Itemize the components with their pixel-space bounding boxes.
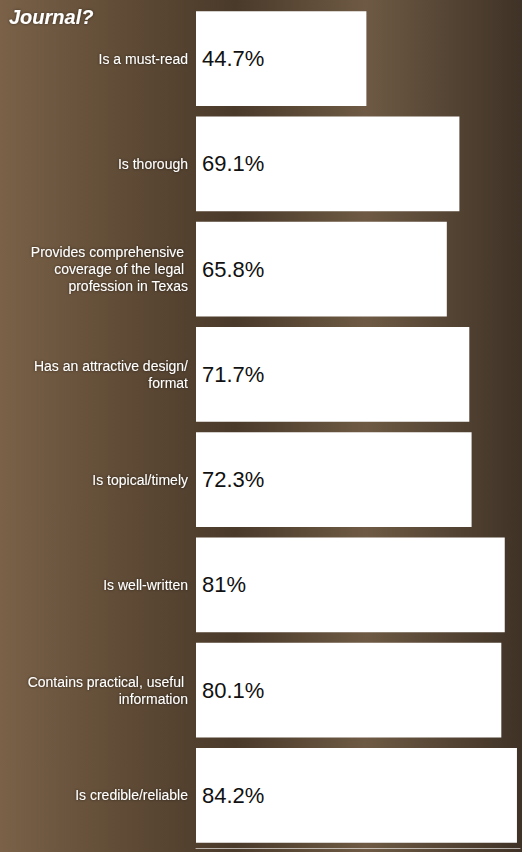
svg-text:71.7%: 71.7%	[202, 362, 264, 387]
svg-text:81%: 81%	[202, 572, 246, 597]
svg-text:Provides comprehensive: Provides comprehensive	[31, 244, 188, 260]
svg-text:format: format	[148, 375, 188, 391]
svg-text:Journal?: Journal?	[9, 6, 93, 28]
svg-text:69.1%: 69.1%	[202, 151, 264, 176]
svg-text:65.8%: 65.8%	[202, 257, 264, 282]
svg-text:Is topical/timely: Is topical/timely	[92, 472, 188, 488]
svg-text:80.1%: 80.1%	[202, 678, 264, 703]
svg-text:Is credible/reliable: Is credible/reliable	[75, 787, 188, 803]
svg-text:Is well-written: Is well-written	[103, 577, 188, 593]
svg-text:information: information	[119, 691, 188, 707]
svg-text:Contains practical, useful: Contains practical, useful	[28, 674, 188, 690]
svg-text:Is thorough: Is thorough	[118, 156, 188, 172]
svg-text:72.3%: 72.3%	[202, 467, 264, 492]
svg-text:coverage of the legal: coverage of the legal	[54, 261, 188, 277]
svg-text:Is a must-read: Is a must-read	[99, 51, 188, 67]
svg-text:84.2%: 84.2%	[202, 783, 264, 808]
svg-text:profession in Texas: profession in Texas	[68, 278, 188, 294]
svg-text:44.7%: 44.7%	[202, 46, 264, 71]
svg-text:Has an attractive design/: Has an attractive design/	[34, 358, 188, 374]
